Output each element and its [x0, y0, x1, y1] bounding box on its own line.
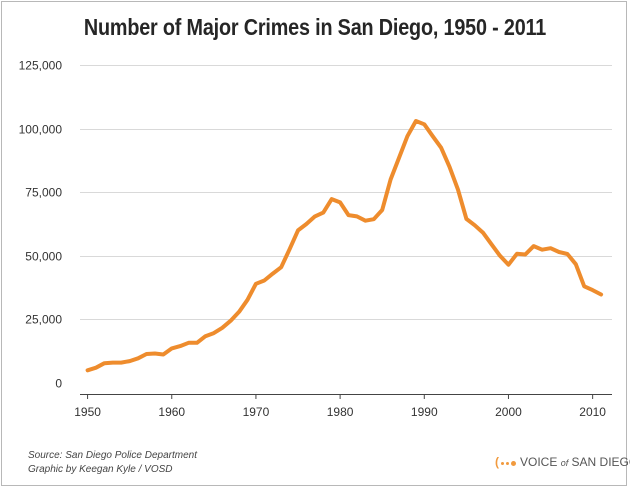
x-tick-label: 2000: [495, 405, 522, 419]
y-tick-label: 50,000: [25, 250, 62, 264]
credit-line: Graphic by Keegan Kyle / VOSD: [28, 464, 173, 475]
series-group: [85, 119, 604, 373]
grid-lines: [80, 65, 612, 320]
x-axis: [80, 394, 612, 399]
y-tick-label: 75,000: [25, 186, 62, 200]
y-axis-tick-labels: 0 25,000 50,000 75,000 100,000 125,000: [19, 59, 63, 391]
logo-voice: VOICE: [520, 455, 558, 469]
logo-name: SAN DIEGO: [571, 455, 630, 469]
x-tick-label: 1960: [158, 405, 185, 419]
x-tick-label: 2010: [579, 405, 606, 419]
x-tick-label: 1970: [243, 405, 270, 419]
logo-dots-icon: [500, 456, 517, 470]
source-note: Source: San Diego Police Department Grap…: [28, 449, 197, 477]
y-tick-label: 25,000: [25, 313, 62, 327]
y-tick-label: 0: [55, 377, 62, 391]
x-tick-label: 1950: [74, 405, 101, 419]
x-tick-label: 1990: [411, 405, 438, 419]
y-tick-label: 100,000: [19, 123, 63, 137]
series-line: [85, 119, 604, 373]
y-tick-label: 125,000: [19, 59, 63, 73]
chart-title: Number of Major Crimes in San Diego, 195…: [83, 14, 547, 40]
source-line: Source: San Diego Police Department: [28, 450, 197, 461]
x-tick-label: 1980: [327, 405, 354, 419]
logo-bracket-left: (: [495, 455, 499, 469]
voice-of-san-diego-logo: ( VOICE of SAN DIEGO: [495, 455, 630, 470]
logo-of: of: [560, 458, 569, 468]
x-axis-tick-labels: 1950 1960 1970 1980 1990 2000 2010: [74, 405, 606, 419]
